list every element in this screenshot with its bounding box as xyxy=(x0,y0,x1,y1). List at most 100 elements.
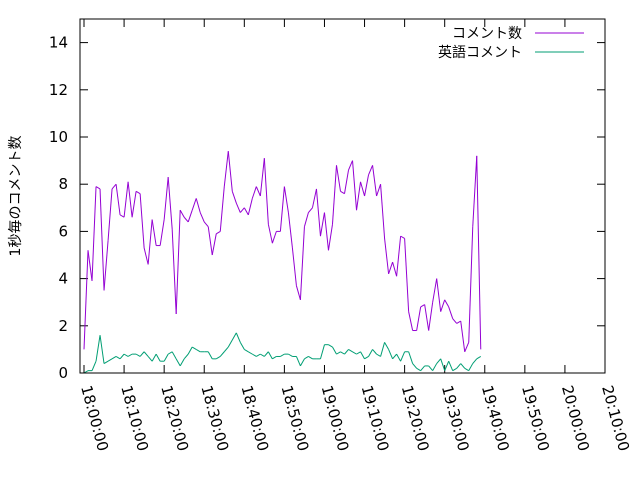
series-1-segment xyxy=(468,226,474,343)
series-1-segment xyxy=(255,186,261,197)
series-1-segment xyxy=(295,285,301,300)
series-1-segment xyxy=(424,304,430,331)
series-2-segment xyxy=(468,363,474,371)
series-2-segment xyxy=(388,349,394,360)
series-1-segment xyxy=(372,165,378,197)
series-1-segment xyxy=(103,240,109,291)
series-1-segment xyxy=(99,188,105,291)
y-tick-label: 6 xyxy=(58,222,68,240)
series-1-segment xyxy=(151,219,157,246)
series-1-segment xyxy=(207,226,213,256)
series-1-segment xyxy=(303,212,309,227)
series-1-segment xyxy=(444,299,450,308)
series-2-segment xyxy=(452,367,457,372)
series-2-segment xyxy=(187,346,193,355)
series-1-segment xyxy=(175,210,181,315)
series-1-segment xyxy=(123,181,129,218)
series-1-segment xyxy=(440,299,446,312)
series-2-segment xyxy=(119,353,125,360)
series-1-segment xyxy=(311,188,317,208)
series-2-segment xyxy=(304,356,309,360)
series-2-segment xyxy=(472,358,478,364)
series-2-segment xyxy=(448,361,454,371)
series-2-segment xyxy=(195,348,201,353)
series-1-segment xyxy=(191,198,197,211)
series-2-segment xyxy=(143,351,149,357)
series-2-segment xyxy=(356,351,361,355)
series-2-segment xyxy=(460,363,466,369)
series-1-segment xyxy=(107,188,113,241)
series-2-segment xyxy=(163,353,169,362)
series-1-segment xyxy=(251,186,257,199)
series-2-segment xyxy=(244,348,249,353)
series-1-segment xyxy=(464,342,470,352)
series-2-segment xyxy=(272,356,277,360)
series-1-segment xyxy=(287,212,293,248)
series-1-segment xyxy=(335,165,341,192)
series-1-segment xyxy=(119,214,125,218)
series-1-segment xyxy=(147,219,153,265)
series-1-segment xyxy=(143,247,149,265)
series-2-segment xyxy=(252,353,257,357)
series-1-segment xyxy=(396,236,402,277)
series-2-segment xyxy=(344,349,349,355)
series-1-segment xyxy=(95,186,101,190)
series-2-segment xyxy=(420,365,426,371)
series-1-segment xyxy=(428,302,434,331)
series-2-segment xyxy=(227,339,233,348)
series-2-segment xyxy=(360,351,365,360)
series-1-segment xyxy=(400,235,405,239)
series-2-segment xyxy=(183,353,189,360)
series-2-segment xyxy=(295,356,301,367)
series-1-segment xyxy=(420,304,425,308)
series-2-segment xyxy=(151,353,157,362)
series-1-segment xyxy=(327,224,333,251)
series-1-segment xyxy=(271,231,277,244)
series-1-segment xyxy=(219,186,225,232)
series-2-segment xyxy=(400,351,406,362)
series-2-segment xyxy=(336,351,341,355)
series-line-2 xyxy=(83,332,482,374)
series-1-segment xyxy=(291,247,297,286)
series-2-segment xyxy=(123,353,129,357)
series-1-segment xyxy=(384,238,390,274)
series-1-segment xyxy=(452,318,458,324)
series-2-segment xyxy=(364,356,369,360)
series-2-segment xyxy=(372,349,377,355)
series-2-segment xyxy=(223,346,229,353)
series-1-segment xyxy=(135,190,141,195)
series-1-segment xyxy=(139,193,145,248)
series-1-segment xyxy=(360,181,366,197)
series-2-segment xyxy=(348,348,353,353)
series-2-segment xyxy=(207,351,213,360)
series-2-segment xyxy=(175,358,181,367)
series-2-segment xyxy=(332,346,337,355)
series-2-segment xyxy=(464,367,469,372)
series-2-segment xyxy=(99,335,105,364)
series-1-segment xyxy=(319,212,325,237)
series-1-segment xyxy=(448,306,454,319)
series-1-segment xyxy=(179,209,185,218)
series-1-segment xyxy=(376,184,382,197)
series-1-segment xyxy=(263,158,269,225)
series-1-segment xyxy=(267,224,273,244)
y-tick-label: 2 xyxy=(58,317,68,335)
y-tick-label: 8 xyxy=(58,175,68,193)
y-tick-label: 0 xyxy=(58,364,68,382)
series-1-segment xyxy=(416,306,422,331)
plot-frame xyxy=(79,18,606,374)
series-1-segment xyxy=(436,278,442,312)
series-1-segment xyxy=(331,165,337,225)
series-2-segment xyxy=(256,353,261,357)
series-1-segment xyxy=(203,221,209,228)
series-1-segment xyxy=(183,216,189,223)
series-1-segment xyxy=(408,311,414,331)
series-1-segment xyxy=(111,183,117,190)
series-2-segment xyxy=(328,344,333,348)
series-1-segment xyxy=(323,212,329,251)
series-1-segment xyxy=(388,261,394,275)
series-2-segment xyxy=(428,365,434,371)
series-2-segment xyxy=(167,351,173,355)
series-1-segment xyxy=(364,174,370,197)
